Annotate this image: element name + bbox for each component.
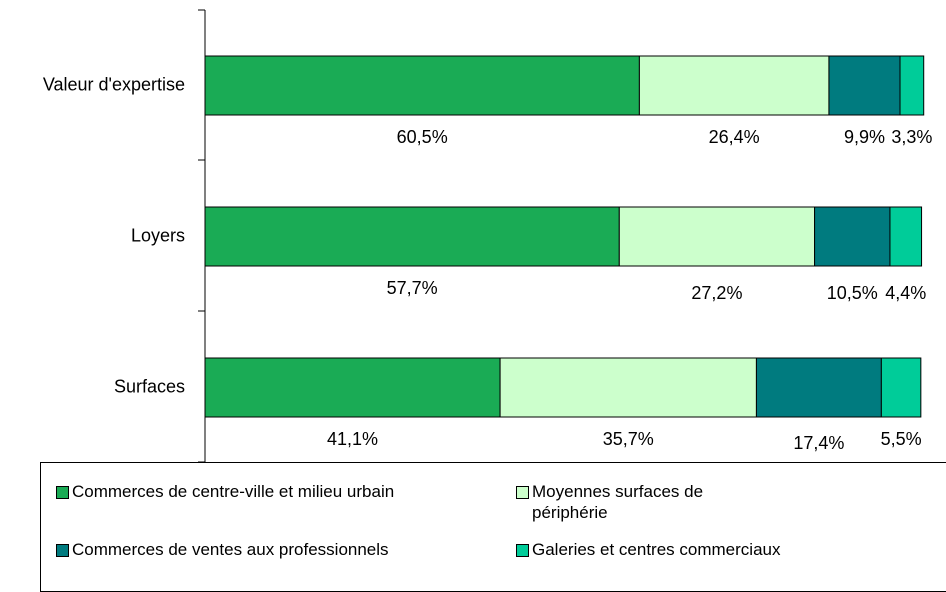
legend-swatch <box>516 486 529 499</box>
data-label: 9,9% <box>844 127 885 147</box>
legend-swatch <box>56 544 69 557</box>
bar-segment <box>499 357 757 418</box>
legend-label: Commerces de ventes aux professionnels <box>72 540 389 559</box>
legend-label: Galeries et centres commerciaux <box>532 540 781 559</box>
data-label: 27,2% <box>691 283 742 303</box>
bar-segment <box>889 206 923 267</box>
data-label: 35,7% <box>603 429 654 449</box>
legend-item: Commerces de ventes aux professionnels <box>56 539 389 560</box>
data-label: 10,5% <box>827 283 878 303</box>
data-label: 3,3% <box>891 127 932 147</box>
bar-segment <box>204 357 501 418</box>
legend: Commerces de centre-ville et milieu urba… <box>40 462 946 592</box>
bar-segment <box>618 206 816 267</box>
legend-item: Galeries et centres commerciaux <box>516 539 780 560</box>
data-label: 57,7% <box>387 278 438 298</box>
y-tick-label: Surfaces <box>114 376 185 396</box>
y-tick-label: Valeur d'expertise <box>43 74 185 94</box>
legend-label: Commerces de centre-ville et milieu urba… <box>72 482 395 501</box>
bar-segment <box>828 55 901 116</box>
data-label: 17,4% <box>793 433 844 453</box>
legend-item: Moyennes surfaces de périphérie <box>516 481 726 523</box>
bar-segment <box>899 55 925 116</box>
legend-swatch <box>516 544 529 557</box>
bar-segment <box>204 55 640 116</box>
data-label: 41,1% <box>327 429 378 449</box>
data-label: 4,4% <box>885 283 926 303</box>
data-label: 60,5% <box>397 127 448 147</box>
legend-item: Commerces de centre-ville et milieu urba… <box>56 481 394 502</box>
legend-label: Moyennes surfaces de périphérie <box>532 482 704 522</box>
data-label: 5,5% <box>881 429 922 449</box>
bar-segment <box>638 55 830 116</box>
bar-segment <box>204 206 620 267</box>
data-label: 26,4% <box>709 127 760 147</box>
y-tick-label: Loyers <box>131 225 185 245</box>
bar-segment <box>880 357 922 418</box>
legend-swatch <box>56 486 69 499</box>
bar-segment <box>814 206 891 267</box>
bar-segment <box>755 357 882 418</box>
